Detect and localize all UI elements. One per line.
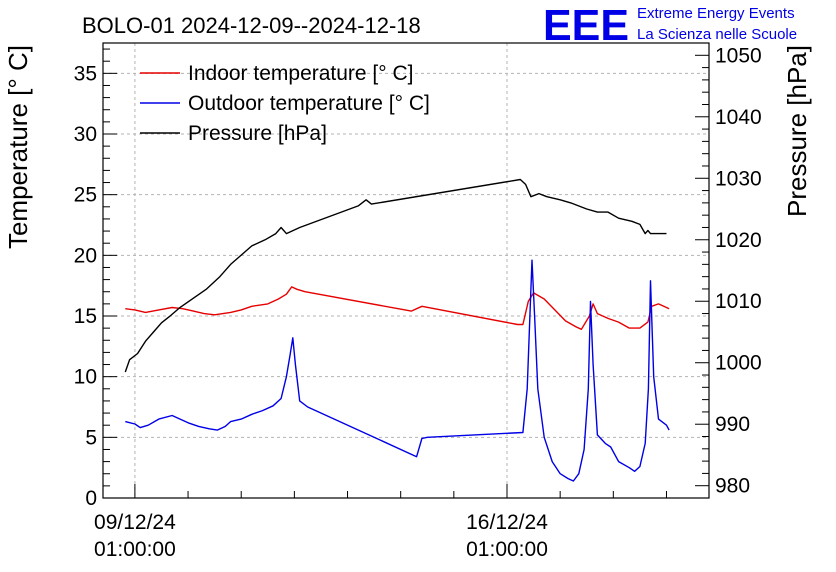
series-line-indoor	[125, 286, 670, 330]
left-tick-label: 15	[74, 305, 97, 328]
x-tick-time: 01:00:00	[466, 538, 548, 561]
right-tick-label: 990	[715, 413, 750, 436]
series-group	[124, 178, 670, 482]
left-tick-label: 25	[74, 184, 97, 207]
right-tick-label: 1020	[715, 229, 762, 252]
legend: Indoor temperature [° C] Outdoor tempera…	[140, 62, 430, 145]
left-tick-label: 10	[74, 366, 97, 389]
grid	[103, 43, 709, 498]
left-tick-label: 35	[74, 62, 97, 85]
left-tick-label: 30	[74, 123, 97, 146]
x-tick-date: 09/12/24	[94, 511, 176, 534]
x-tick-date: 16/12/24	[466, 511, 548, 534]
right-tick-label: 1010	[715, 290, 762, 313]
tick-marks	[103, 42, 709, 499]
series-line-outdoor	[125, 259, 670, 482]
eee-logo: EEE Extreme Energy Events La Scienza nel…	[543, 1, 797, 50]
left-tick-label: 0	[85, 487, 97, 510]
right-tick-label: 980	[715, 475, 750, 498]
left-tick-label: 5	[85, 426, 97, 449]
left-tick-label: 20	[74, 244, 97, 267]
x-tick-time: 01:00:00	[94, 538, 176, 561]
plot-frame	[102, 42, 710, 499]
right-axis-title: Pressure [hPa]	[782, 45, 812, 217]
series-line-pressure	[124, 178, 667, 373]
legend-label-indoor: Indoor temperature [° C]	[188, 62, 414, 85]
right-tick-label: 1000	[715, 352, 762, 375]
legend-label-outdoor: Outdoor temperature [° C]	[188, 92, 430, 115]
right-tick-label: 1030	[715, 167, 762, 190]
right-tick-label: 1040	[715, 106, 762, 129]
eee-logo-letters: EEE	[543, 1, 629, 50]
right-axis-labels: 980 990 1000 1010 1020 1030 1040 1050	[715, 44, 762, 497]
legend-label-pressure: Pressure [hPa]	[188, 122, 327, 145]
eee-logo-line2: La Scienza nelle Scuole	[637, 26, 797, 43]
left-axis-title: Temperature [° C]	[3, 45, 33, 249]
x-axis-labels: 09/12/24 01:00:00 16/12/24 01:00:00	[94, 511, 548, 561]
right-tick-label: 1050	[715, 44, 762, 67]
chart-title: BOLO-01 2024-12-09--2024-12-18	[82, 13, 421, 38]
left-axis-labels: 0 5 10 15 20 25 30 35	[74, 62, 97, 510]
eee-logo-line1: Extreme Energy Events	[637, 5, 795, 22]
